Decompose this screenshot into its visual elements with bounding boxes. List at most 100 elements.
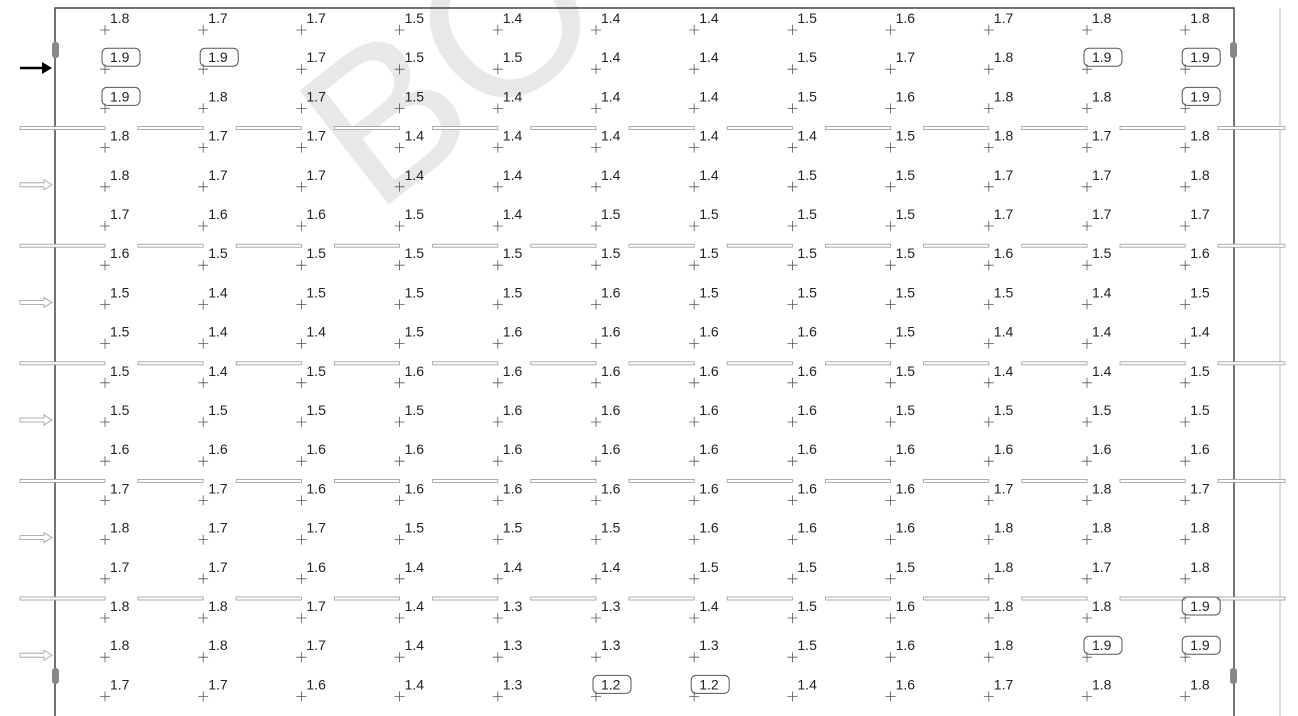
value: 1.5 — [503, 245, 523, 261]
measure-point — [689, 417, 700, 427]
value: 1.3 — [503, 598, 523, 614]
divider — [1217, 126, 1286, 130]
measure-point — [1082, 221, 1092, 231]
value: 1.6 — [896, 637, 916, 653]
value: 1.5 — [896, 284, 916, 300]
divider — [1021, 361, 1088, 366]
value: 1.8 — [1190, 559, 1210, 575]
divider — [333, 478, 400, 483]
measure-point — [394, 221, 405, 231]
value: 1.7 — [306, 10, 326, 26]
measure-point — [885, 691, 896, 702]
divider — [1217, 361, 1286, 366]
value: 1.5 — [699, 284, 719, 300]
measure-point — [787, 221, 798, 231]
measure-point — [492, 652, 503, 663]
value: 1.5 — [699, 559, 719, 575]
value: 1.5 — [306, 363, 326, 379]
measure-point — [885, 142, 896, 153]
measure-point — [983, 181, 994, 192]
measure-point — [492, 573, 503, 584]
value: 1.5 — [797, 167, 817, 183]
value: 1.5 — [405, 49, 425, 65]
measure-point — [591, 534, 601, 545]
divider — [923, 596, 990, 601]
measure-point — [492, 260, 503, 271]
divider — [628, 126, 695, 130]
value: 1.4 — [306, 324, 326, 340]
value: 1.4 — [994, 324, 1014, 340]
handles — [52, 42, 1237, 684]
divider — [19, 126, 106, 130]
measure-point — [787, 691, 798, 702]
divider — [1021, 243, 1088, 248]
divider — [432, 478, 499, 483]
divider — [1119, 243, 1186, 248]
value: 1.6 — [208, 206, 228, 222]
value: 1.5 — [405, 520, 425, 536]
value: 1.4 — [208, 363, 228, 379]
measure-point — [787, 338, 798, 349]
measure-point — [787, 417, 798, 427]
value: 1.4 — [405, 128, 425, 144]
highlight-box — [199, 47, 239, 67]
value: 1.7 — [1092, 167, 1112, 183]
measure-point — [591, 613, 601, 623]
value: 1.7 — [994, 10, 1014, 26]
divider — [235, 126, 302, 130]
value: 1.4 — [503, 559, 523, 575]
measure-point — [983, 299, 994, 310]
measure-point — [983, 613, 994, 623]
measure-point — [983, 652, 994, 663]
measure-point — [492, 338, 503, 349]
divider — [530, 478, 597, 483]
value: 1.5 — [994, 284, 1014, 300]
measure-point — [689, 338, 700, 349]
value: 1.6 — [797, 441, 817, 457]
value: 1.6 — [896, 441, 916, 457]
measure-point — [1180, 377, 1191, 388]
measure-point — [1082, 142, 1092, 153]
value: 1.6 — [503, 363, 523, 379]
highlight-box — [1181, 86, 1221, 106]
value: 1.8 — [110, 598, 130, 614]
measure-point — [591, 260, 601, 271]
divider — [726, 126, 793, 130]
measure-point — [394, 260, 405, 271]
measure-point — [100, 181, 110, 192]
value: 1.5 — [405, 402, 425, 418]
room-outline — [54, 7, 1235, 716]
value: 1.7 — [994, 480, 1014, 496]
divider — [923, 243, 990, 248]
measure-point — [689, 103, 700, 114]
measure-point — [1082, 573, 1092, 584]
value: 1.3 — [699, 637, 719, 653]
measure-point — [983, 495, 994, 506]
value: 1.8 — [1190, 676, 1210, 692]
value: 1.6 — [797, 480, 817, 496]
measure-point — [394, 377, 405, 388]
value: 1.6 — [896, 480, 916, 496]
value: 1.5 — [1092, 402, 1112, 418]
measure-point — [198, 417, 209, 427]
measure-point — [787, 299, 798, 310]
measure-point — [885, 181, 896, 192]
value: 1.7 — [306, 128, 326, 144]
divider — [19, 596, 106, 601]
measure-point — [1082, 25, 1092, 35]
measure-point — [394, 181, 405, 192]
divider — [333, 126, 400, 130]
value: 1.8 — [994, 637, 1014, 653]
value: 1.7 — [1190, 206, 1210, 222]
measure-point — [296, 103, 307, 114]
measure-point — [198, 573, 209, 584]
divider — [432, 361, 499, 366]
value: 1.6 — [1190, 441, 1210, 457]
measure-point — [100, 613, 110, 623]
divider — [825, 596, 892, 601]
divider — [628, 361, 695, 366]
value: 1.6 — [306, 559, 326, 575]
measure-point — [983, 338, 994, 349]
value: 1.7 — [208, 676, 228, 692]
hollow-arrow — [19, 179, 53, 191]
